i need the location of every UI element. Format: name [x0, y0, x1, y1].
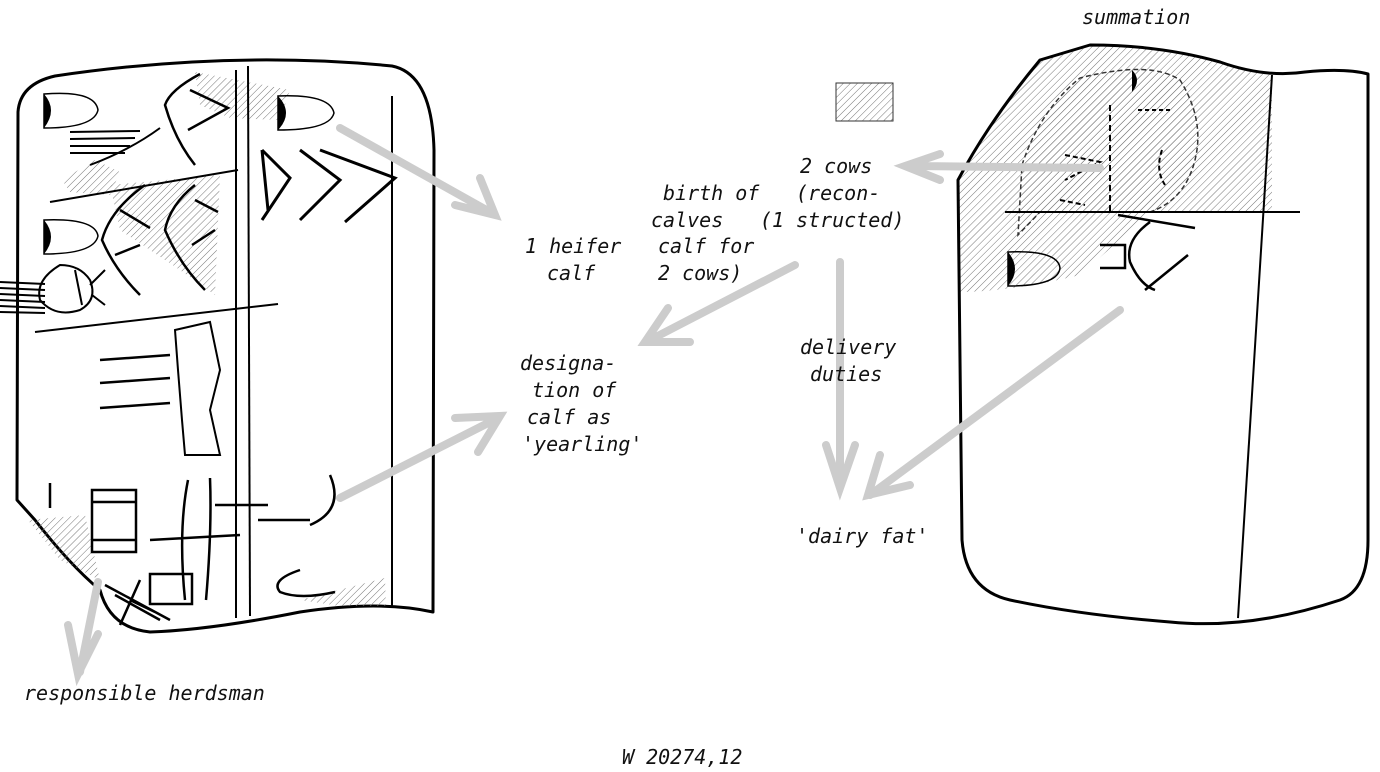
hatch-legend-swatch: [835, 82, 894, 122]
label-heifer-line1: 1 heifer: [525, 234, 622, 258]
label-delivery-line2: duties: [810, 362, 883, 386]
sign-strokes: [69, 127, 161, 166]
arrow-to-cows: [893, 150, 1104, 184]
label-birth-line4: calf for: [658, 234, 755, 258]
label-birth-line1: birth of: [663, 181, 760, 205]
reconstruction-sign: [1059, 149, 1166, 206]
arrow-delivery-duties: [822, 258, 859, 501]
label-cows-line2: (recon-: [796, 181, 881, 205]
label-cows-line1: 2 cows: [800, 154, 873, 178]
cow-sign-head: [278, 96, 286, 130]
label-birth-line2: calves: [651, 208, 724, 232]
yearling-sign: [173, 320, 222, 456]
arrow-to-heifer-calf: [336, 124, 502, 221]
catalog-number: W 20274,12: [622, 745, 743, 769]
label-birth-line3: (1: [760, 208, 785, 232]
arrow-to-designation: [637, 261, 799, 346]
cow-sign-head: [44, 220, 51, 254]
arrow-from-yearling-sign: [336, 411, 508, 502]
obverse-damage-left: [62, 160, 120, 195]
obverse-damage-mid: [110, 175, 220, 295]
reverse-outline: [956, 43, 1370, 626]
label-designation-line3: calf as: [527, 405, 612, 429]
label-designation-line2: tion of: [532, 378, 617, 402]
obverse-column-line: [247, 65, 251, 617]
cow-sign-head: [1008, 252, 1015, 286]
tablet-reverse: [956, 43, 1370, 626]
obverse-damage-top: [195, 72, 290, 120]
tablet-obverse: [0, 58, 436, 634]
arrow-to-herdsman: [64, 578, 102, 687]
calf-sign: [163, 72, 231, 166]
obverse-damage-bottom-right: [300, 578, 386, 606]
arrow-to-dairy-fat: [862, 306, 1124, 501]
label-heifer-line2: calf: [547, 261, 596, 285]
calf-sign: [100, 183, 151, 296]
dairy-fat-sign: [1100, 213, 1196, 292]
obverse-damage-bottom-left: [28, 515, 100, 580]
label-cows-line3: structed): [796, 208, 905, 232]
calf-sign: [163, 184, 219, 291]
obverse-case-line: [34, 303, 279, 333]
obverse-outline: [15, 58, 436, 634]
sign-strokes: [99, 353, 171, 410]
cow-sign: [43, 92, 99, 129]
cow-sign-head: [1132, 70, 1137, 92]
cow-sign: [1007, 251, 1061, 287]
label-delivery-line1: delivery: [800, 335, 897, 359]
label-dairy-fat: 'dairy fat': [796, 524, 929, 548]
cow-sign: [43, 219, 99, 255]
label-designation-line1: designa-: [520, 351, 617, 375]
numeral-signs: [260, 148, 398, 224]
cow-sign-head: [44, 94, 51, 128]
heifer-sign: [38, 263, 106, 314]
cow-sign: [277, 95, 335, 131]
label-responsible-herdsman: responsible herdsman: [24, 681, 265, 705]
herdsman-signs: [48, 474, 336, 626]
reverse-column-line: [1237, 74, 1273, 619]
label-designation-line4: 'yearling': [522, 432, 643, 456]
label-summation: summation: [1082, 5, 1191, 29]
arrows: [64, 124, 1124, 687]
label-birth-line5: 2 cows): [658, 261, 743, 285]
sign-strokes: [0, 281, 46, 314]
